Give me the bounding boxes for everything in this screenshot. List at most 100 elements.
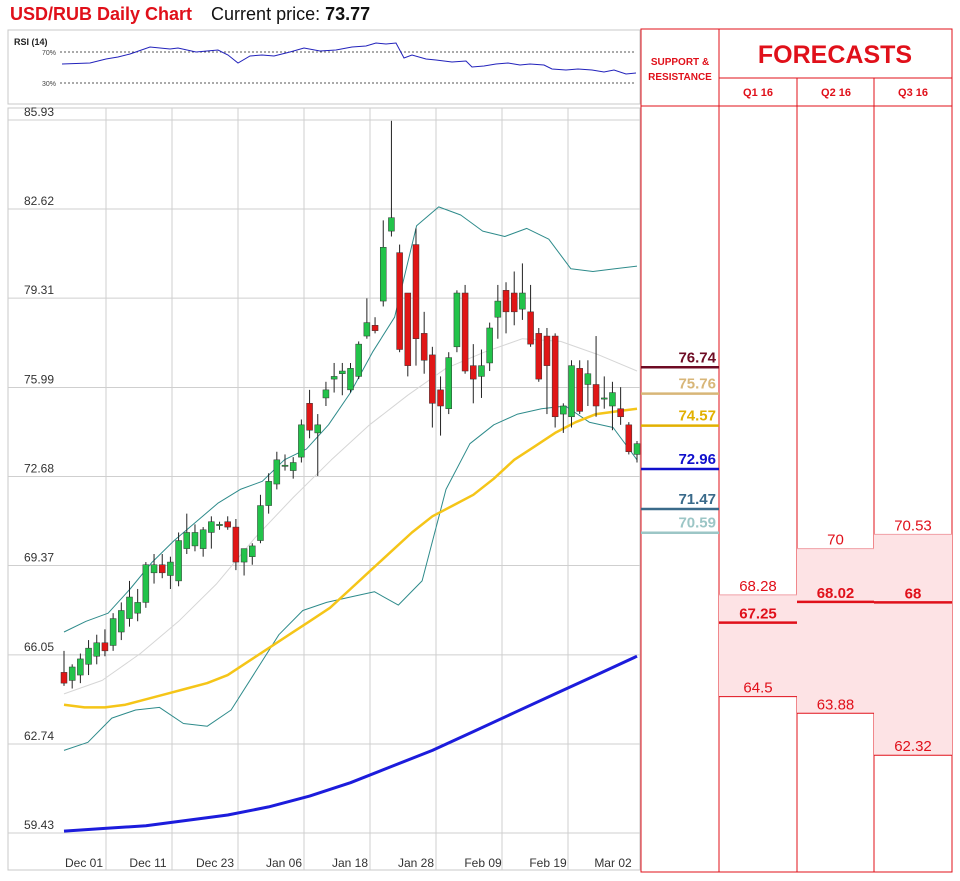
candle-body	[60, 672, 68, 684]
sr-title-line2: RESISTANCE	[648, 72, 712, 83]
candle	[494, 284, 502, 339]
candle	[445, 352, 452, 415]
candle-body	[298, 424, 305, 458]
candle	[224, 516, 231, 530]
candle-body	[429, 354, 436, 404]
rsi-70-label: 70%	[42, 50, 56, 57]
candle-body	[126, 596, 133, 619]
y-tick-label: 79.31	[24, 283, 54, 297]
candle	[551, 333, 559, 428]
rsi-panel	[7, 29, 641, 105]
candle-body	[388, 217, 395, 232]
forecast-mid-label: 68	[905, 585, 922, 602]
forecast-low-label: 64.5	[743, 680, 772, 697]
candle	[478, 349, 485, 398]
candle	[420, 311, 428, 374]
y-tick-label: 59.43	[24, 818, 54, 832]
x-tick-label: Dec 23	[196, 856, 234, 870]
candle-body	[347, 368, 354, 391]
candle-body	[134, 602, 141, 614]
candle	[232, 519, 240, 571]
candle	[183, 513, 191, 554]
sr-label: 72.96	[678, 451, 716, 468]
y-tick-label: 69.37	[24, 551, 54, 565]
candle-body	[445, 357, 452, 409]
candle	[453, 290, 461, 353]
candle-body	[339, 370, 346, 374]
candle-body	[625, 424, 633, 452]
candle-body	[118, 610, 125, 633]
candle	[330, 362, 338, 393]
y-tick-label: 75.99	[24, 372, 54, 386]
candle-body	[109, 618, 117, 646]
candle	[502, 282, 510, 334]
candlesticks	[60, 120, 641, 689]
x-tick-label: Jan 06	[266, 856, 302, 870]
candle	[404, 292, 412, 377]
candle-body	[216, 524, 223, 526]
candle	[240, 548, 248, 576]
candle	[461, 284, 469, 374]
candle-body	[273, 459, 281, 485]
candle	[208, 516, 215, 549]
candle	[126, 580, 133, 627]
forecasts-title: FORECASTS	[758, 41, 912, 69]
sr-label: 76.74	[678, 349, 716, 366]
candle	[60, 650, 68, 686]
candle-body	[240, 548, 248, 563]
col-q1: Q1 16	[743, 87, 773, 99]
candle-body	[379, 247, 387, 302]
rsi-line	[61, 42, 637, 75]
rsi-label: RSI (14)	[14, 37, 48, 47]
candle-body	[412, 244, 420, 339]
candle	[85, 640, 92, 676]
candle	[584, 360, 592, 407]
forecast-mid-label: 67.25	[739, 606, 777, 623]
candle-body	[502, 290, 510, 313]
current-price-value: 73.77	[325, 4, 371, 24]
candle	[568, 360, 575, 428]
forecast-range-box	[874, 534, 952, 756]
y-tick-label: 82.62	[24, 194, 54, 208]
col-q2: Q2 16	[821, 87, 851, 99]
candle-body	[249, 545, 256, 557]
candle-body	[158, 564, 166, 574]
candle-body	[609, 392, 616, 407]
candle-body	[257, 505, 264, 541]
candle-body	[601, 397, 608, 400]
candle-body	[453, 292, 461, 348]
candle	[158, 553, 166, 579]
grid	[8, 108, 640, 870]
y-tick-label: 62.74	[24, 729, 54, 743]
candle-body	[355, 343, 362, 377]
candle	[118, 602, 125, 641]
x-tick-label: Mar 02	[594, 856, 632, 870]
candle-body	[551, 335, 559, 418]
candle	[543, 327, 551, 415]
candle	[363, 298, 371, 339]
candle	[134, 588, 141, 622]
moving-average-long-line	[63, 654, 638, 833]
candle	[625, 422, 633, 455]
candle-body	[576, 368, 583, 412]
x-tick-label: Jan 28	[398, 856, 434, 870]
candle-body	[85, 647, 92, 665]
candle	[281, 454, 289, 471]
candle-body	[633, 443, 641, 455]
candle	[470, 344, 477, 404]
candle	[199, 527, 207, 557]
candle-body	[281, 464, 289, 467]
support-resistance-levels: 76.74 75.76 74.57 72.96 71.47 70.59	[641, 349, 719, 534]
price-panel	[7, 107, 641, 871]
candle-body	[478, 365, 485, 377]
candle-body	[306, 403, 313, 431]
x-tick-label: Dec 11	[129, 856, 166, 870]
candle	[412, 228, 420, 366]
candle-body	[396, 252, 403, 350]
candle	[314, 414, 322, 476]
candle	[93, 634, 100, 665]
forecast-range-box	[797, 548, 874, 714]
candle	[142, 562, 150, 608]
candle	[68, 664, 76, 689]
